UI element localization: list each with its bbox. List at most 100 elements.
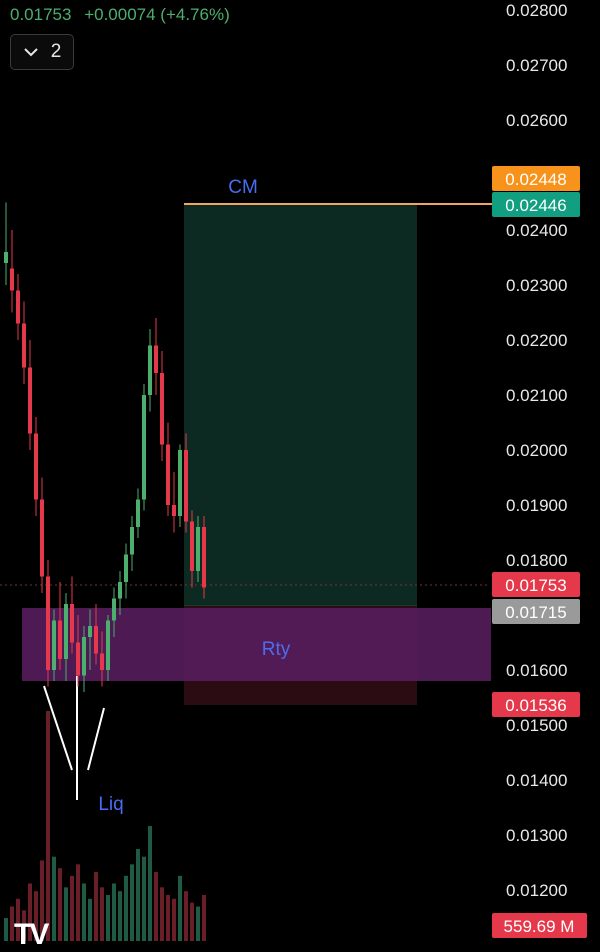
svg-text:0.01715: 0.01715 bbox=[505, 603, 566, 622]
volume-bar bbox=[160, 887, 164, 941]
candle-body bbox=[172, 505, 176, 516]
volume-bars bbox=[4, 711, 206, 941]
candle-body bbox=[100, 653, 104, 670]
candle-body bbox=[88, 626, 92, 637]
candle-body bbox=[82, 637, 86, 676]
candle-body bbox=[34, 433, 38, 500]
volume-bar bbox=[82, 883, 86, 941]
svg-text:0.02448: 0.02448 bbox=[505, 170, 566, 189]
axis-tick: 0.02100 bbox=[506, 386, 567, 405]
candle-body bbox=[106, 620, 110, 670]
price-change: +0.00074 (+4.76%) bbox=[84, 5, 230, 24]
axis-tick: 0.02400 bbox=[506, 221, 567, 240]
price-header: 0.01753 +0.00074 (+4.76%) bbox=[10, 5, 230, 25]
cm-label[interactable]: CM bbox=[228, 177, 258, 198]
volume-bar bbox=[154, 872, 158, 941]
volume-bar bbox=[94, 872, 98, 941]
target-zone bbox=[184, 204, 417, 606]
volume-bar bbox=[184, 891, 188, 941]
volume-tag[interactable]: 559.69 M bbox=[492, 913, 587, 938]
candle-body bbox=[52, 620, 56, 670]
candle-body bbox=[28, 367, 32, 434]
chevron-down-icon bbox=[23, 48, 38, 57]
volume-bar bbox=[106, 895, 110, 941]
axis-tick: 0.01600 bbox=[506, 661, 567, 680]
axis-tick: 0.02800 bbox=[506, 1, 567, 20]
candle-body bbox=[40, 499, 44, 577]
candle-body bbox=[184, 450, 188, 522]
price-tag-stop[interactable]: 0.01536 bbox=[492, 692, 580, 717]
candle-body bbox=[118, 582, 122, 599]
axis-tick: 0.02700 bbox=[506, 56, 567, 75]
volume-bar bbox=[166, 895, 170, 941]
price-tag-cm-green[interactable]: 0.02446 bbox=[492, 192, 580, 217]
axis-tick: 0.01500 bbox=[506, 716, 567, 735]
liq-label[interactable]: Liq bbox=[98, 794, 123, 815]
volume-bar bbox=[40, 860, 44, 941]
volume-bar bbox=[196, 906, 200, 941]
candle-body bbox=[4, 252, 8, 263]
volume-bar bbox=[10, 906, 14, 941]
price-tag-zone-top[interactable]: 0.01715 bbox=[492, 599, 580, 624]
liq-line-right[interactable] bbox=[87, 707, 105, 771]
axis-tick: 0.01800 bbox=[506, 551, 567, 570]
axis-tick: 0.02600 bbox=[506, 111, 567, 130]
candle-body bbox=[130, 527, 134, 555]
volume-bar bbox=[70, 875, 74, 941]
volume-bar bbox=[136, 849, 140, 941]
price-axis[interactable]: 0.02800 0.02700 0.02600 0.02400 0.02300 … bbox=[506, 1, 567, 900]
candle-body bbox=[22, 323, 26, 368]
axis-tick: 0.02200 bbox=[506, 331, 567, 350]
volume-bar bbox=[118, 891, 122, 941]
candle-body bbox=[142, 395, 146, 500]
volume-bar bbox=[100, 887, 104, 941]
tradingview-logo[interactable]: TV bbox=[14, 918, 49, 951]
liq-line-left[interactable] bbox=[43, 685, 73, 771]
volume-bar bbox=[124, 875, 128, 941]
rty-label[interactable]: Rty bbox=[262, 639, 291, 660]
volume-bar bbox=[112, 883, 116, 941]
candles bbox=[4, 202, 206, 692]
volume-bar bbox=[52, 856, 56, 941]
price-tag-cm-orange[interactable]: 0.02448 bbox=[492, 166, 580, 191]
candle-body bbox=[160, 373, 164, 445]
candle-body bbox=[16, 290, 20, 324]
volume-bar bbox=[58, 868, 62, 941]
volume-bar bbox=[46, 711, 50, 941]
candle-body bbox=[10, 268, 14, 291]
volume-bar bbox=[16, 898, 20, 941]
volume-bar bbox=[34, 891, 38, 941]
axis-tick: 0.01900 bbox=[506, 496, 567, 515]
volume-bar bbox=[190, 902, 194, 941]
axis-tick: 0.01300 bbox=[506, 826, 567, 845]
candle-body bbox=[94, 626, 98, 654]
volume-bar bbox=[178, 875, 182, 941]
candle-body bbox=[46, 576, 50, 670]
candle-body bbox=[58, 620, 62, 659]
svg-text:559.69 M: 559.69 M bbox=[504, 917, 575, 936]
volume-bar bbox=[88, 898, 92, 941]
axis-tick: 0.01200 bbox=[506, 881, 567, 900]
volume-bar bbox=[172, 898, 176, 941]
axis-tick: 0.02300 bbox=[506, 276, 567, 295]
candle-body bbox=[76, 642, 80, 676]
svg-text:0.01536: 0.01536 bbox=[505, 696, 566, 715]
candle-body bbox=[166, 444, 170, 505]
axis-tick: 0.01400 bbox=[506, 771, 567, 790]
axis-tick: 0.02000 bbox=[506, 441, 567, 460]
candle-body bbox=[112, 598, 116, 621]
indicator-count: 2 bbox=[50, 41, 62, 62]
volume-bar bbox=[4, 918, 8, 941]
candle-body bbox=[124, 554, 128, 582]
volume-bar bbox=[22, 910, 26, 941]
price-tag-current[interactable]: 0.01753 bbox=[492, 572, 580, 597]
last-price: 0.01753 bbox=[10, 5, 72, 24]
indicators-collapse-button[interactable]: 2 bbox=[10, 34, 74, 70]
candle-body bbox=[148, 345, 152, 395]
volume-bar bbox=[28, 883, 32, 941]
volume-bar bbox=[64, 887, 68, 941]
volume-bar bbox=[202, 895, 206, 941]
svg-text:0.01753: 0.01753 bbox=[505, 576, 566, 595]
